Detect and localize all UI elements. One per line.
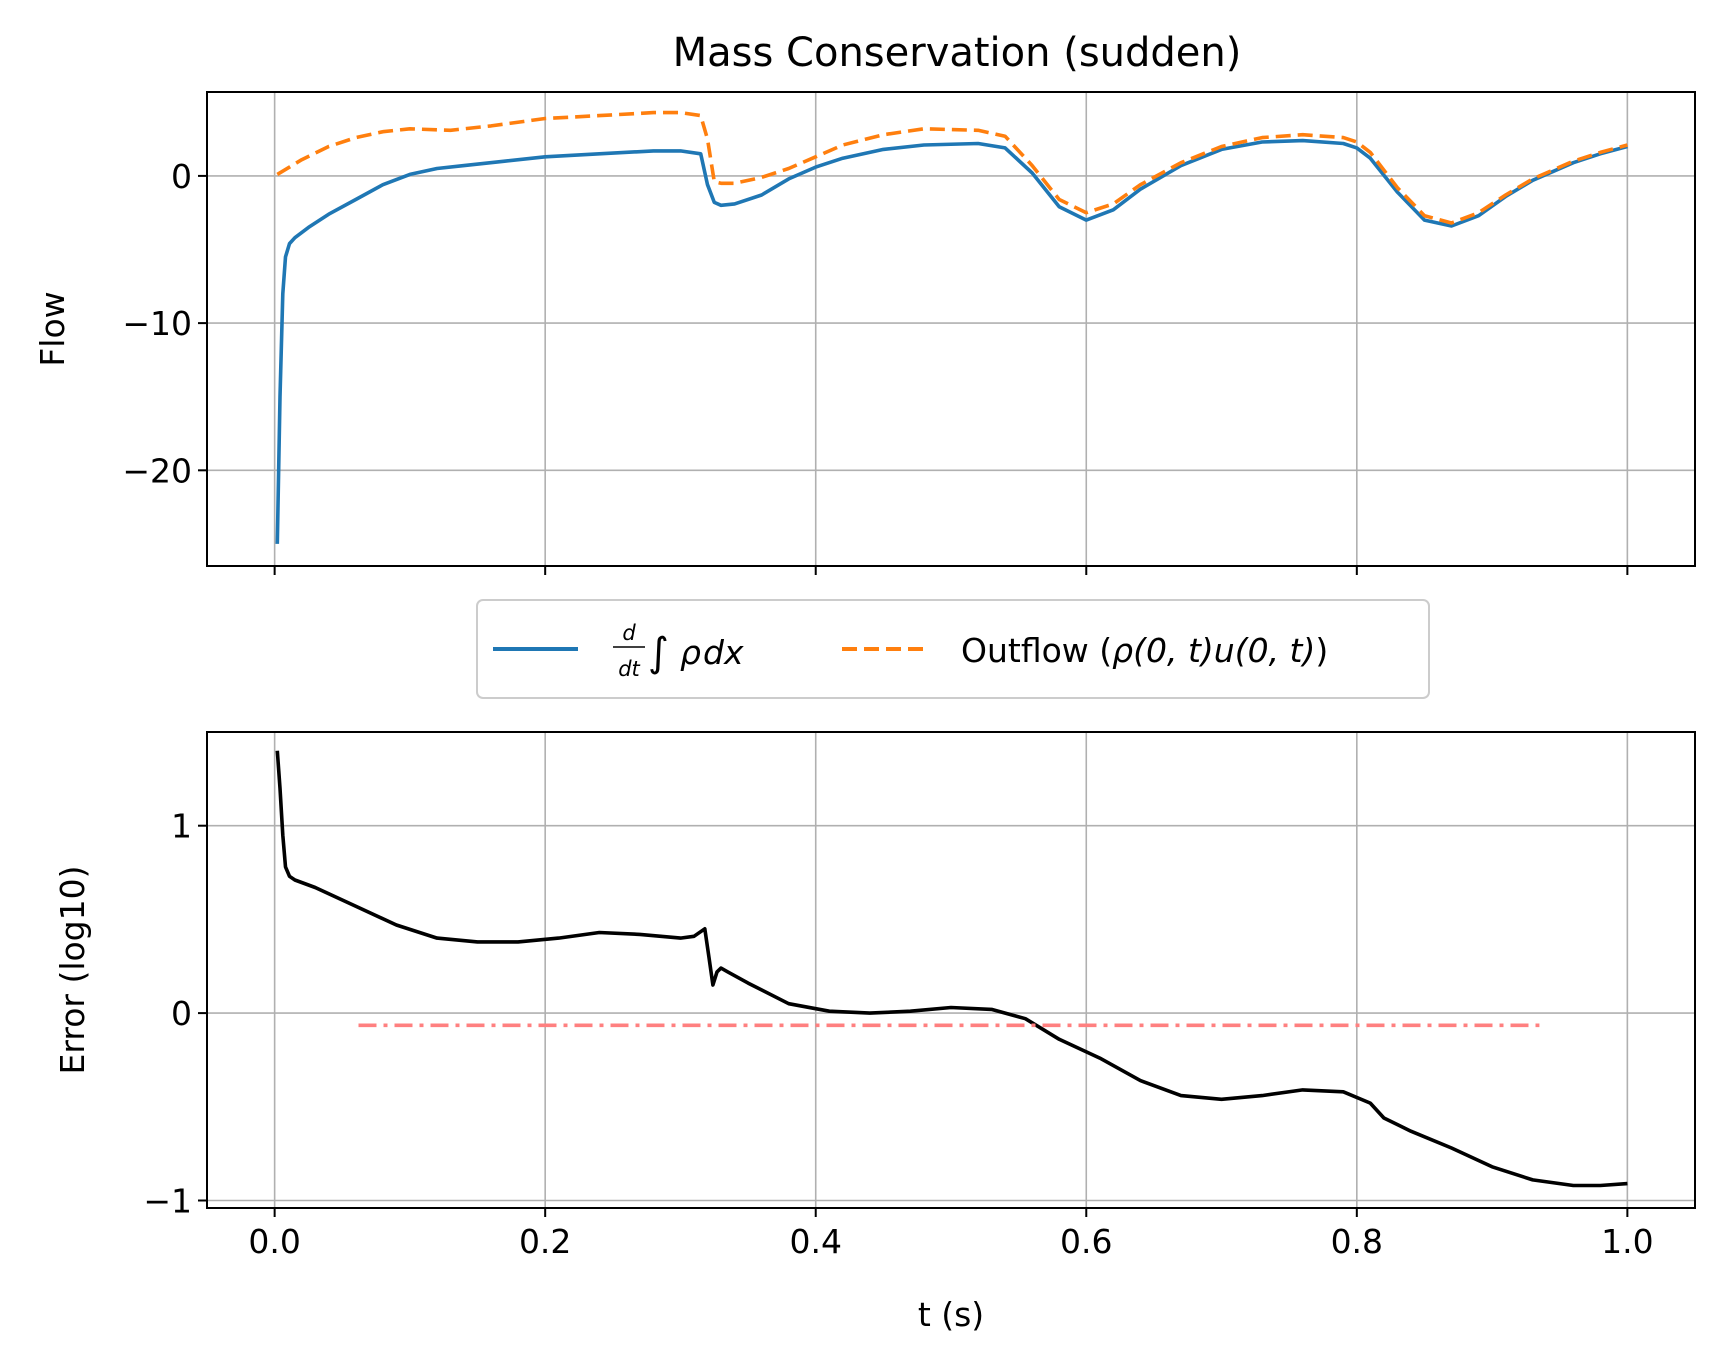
bottom-xtick-label: 0.6 [1060, 1222, 1112, 1261]
bottom-xtick-label: 0.8 [1331, 1222, 1383, 1261]
bottom-ytick-label: 1 [171, 807, 192, 846]
bottom-series [275, 750, 1628, 1188]
bottom-xtick-label: 0.0 [248, 1222, 300, 1261]
legend: d dt ∫ ρ dx Outflow (ρ(0, t)u(0, t)) [476, 599, 1430, 699]
bottom-grid [207, 732, 1695, 1208]
bottom-xtick-label: 0.2 [519, 1222, 571, 1261]
top-ytick-label: −10 [122, 304, 192, 343]
top-ytick-label: −20 [122, 451, 192, 490]
top-series-d-dt-dx [275, 138, 1628, 544]
top-ytick-label: 0 [171, 157, 192, 196]
legend-dx: dx [703, 633, 744, 672]
bottom-axes-frame [206, 731, 1696, 1209]
top-ticks: 0 −10 −20 [122, 157, 1629, 575]
bottom-xtick-label: 0.4 [789, 1222, 841, 1261]
top-panel: 0 −10 −20 Flow [33, 91, 1696, 575]
top-axes-frame [206, 91, 1696, 567]
legend-box [476, 599, 1430, 699]
bottom-xlabel: t (s) [918, 1295, 984, 1334]
chart-title: Mass Conservation (sudden) [673, 30, 1242, 76]
legend-label-outflow: Outflow (ρ(0, t)u(0, t)) [961, 631, 1328, 670]
top-ylabel: Flow [33, 291, 72, 366]
bottom-series-error [275, 750, 1628, 1188]
bottom-ytick-label: 0 [171, 994, 192, 1033]
legend-outflow-expr: ρ(0, t)u(0, t) [1112, 631, 1315, 670]
top-grid [207, 92, 1695, 566]
legend-rho: ρ [680, 633, 701, 672]
legend-frac-numerator: d [622, 621, 636, 645]
legend-outflow-suffix: ) [1315, 631, 1328, 670]
bottom-xtick-label: 1.0 [1601, 1222, 1653, 1261]
legend-integral-sign: ∫ [648, 630, 669, 676]
bottom-ytick-label: −1 [143, 1182, 192, 1221]
bottom-ylabel: Error (log10) [53, 866, 92, 1075]
legend-outflow-prefix: Outflow ( [961, 631, 1112, 670]
legend-frac-denominator: dt [618, 657, 640, 681]
legend-label-integral: d dt ∫ ρ dx [613, 621, 744, 681]
bottom-ticks: 0.0 0.2 0.4 0.6 0.8 1.0 1 0 −1 [143, 807, 1653, 1261]
top-series [275, 110, 1628, 544]
top-series-outflow-0-t-u-0-t [276, 110, 1628, 225]
bottom-panel: 0.0 0.2 0.4 0.6 0.8 1.0 1 0 −1 Error (log10) t (… [53, 731, 1696, 1334]
